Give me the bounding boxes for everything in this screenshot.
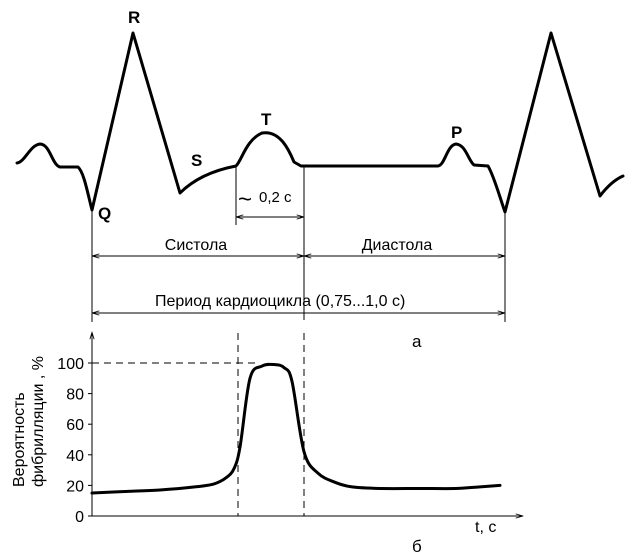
t-interval-value: 0,2 с: [259, 189, 292, 206]
y-axis-label: Вероятность фибрилляции , %: [11, 356, 47, 487]
systole-label: Систола: [165, 237, 228, 254]
panel-a-label: а: [412, 332, 422, 351]
y-tick-label: 60: [66, 417, 84, 434]
y-tick-label: 80: [66, 387, 84, 404]
panel-b-label: б: [412, 537, 422, 555]
y-axis-label-line1: Вероятность: [11, 392, 28, 487]
diastole-label: Диастола: [362, 237, 433, 254]
x-axis-label: t, с: [475, 519, 496, 536]
y-tick-label: 0: [75, 509, 84, 526]
y-tick-label: 40: [66, 448, 84, 465]
probability-chart: 0 20 40 60 80 100 t, с б Вероятность фибрилля…: [11, 333, 522, 555]
y-axis-label-line2: фибрилляции , %: [30, 356, 47, 487]
ecg-panel: R Q S T P ~ 0,2 с Систола Диастола Перио…: [15, 8, 625, 351]
label-p: P: [451, 123, 462, 142]
y-tick-label: 100: [57, 356, 84, 373]
period-label: Период кардиоцикла (0,75...1,0 с): [155, 293, 405, 310]
label-s: S: [191, 151, 202, 170]
y-ticks: 0 20 40 60 80 100: [57, 356, 92, 526]
y-tick-label: 20: [66, 478, 84, 495]
t-interval-tilde: ~: [238, 186, 252, 213]
ecg-waveform: [15, 31, 625, 214]
label-r: R: [128, 8, 140, 27]
label-q: Q: [98, 204, 111, 223]
label-t: T: [261, 110, 272, 129]
probability-curve: [90, 362, 502, 495]
